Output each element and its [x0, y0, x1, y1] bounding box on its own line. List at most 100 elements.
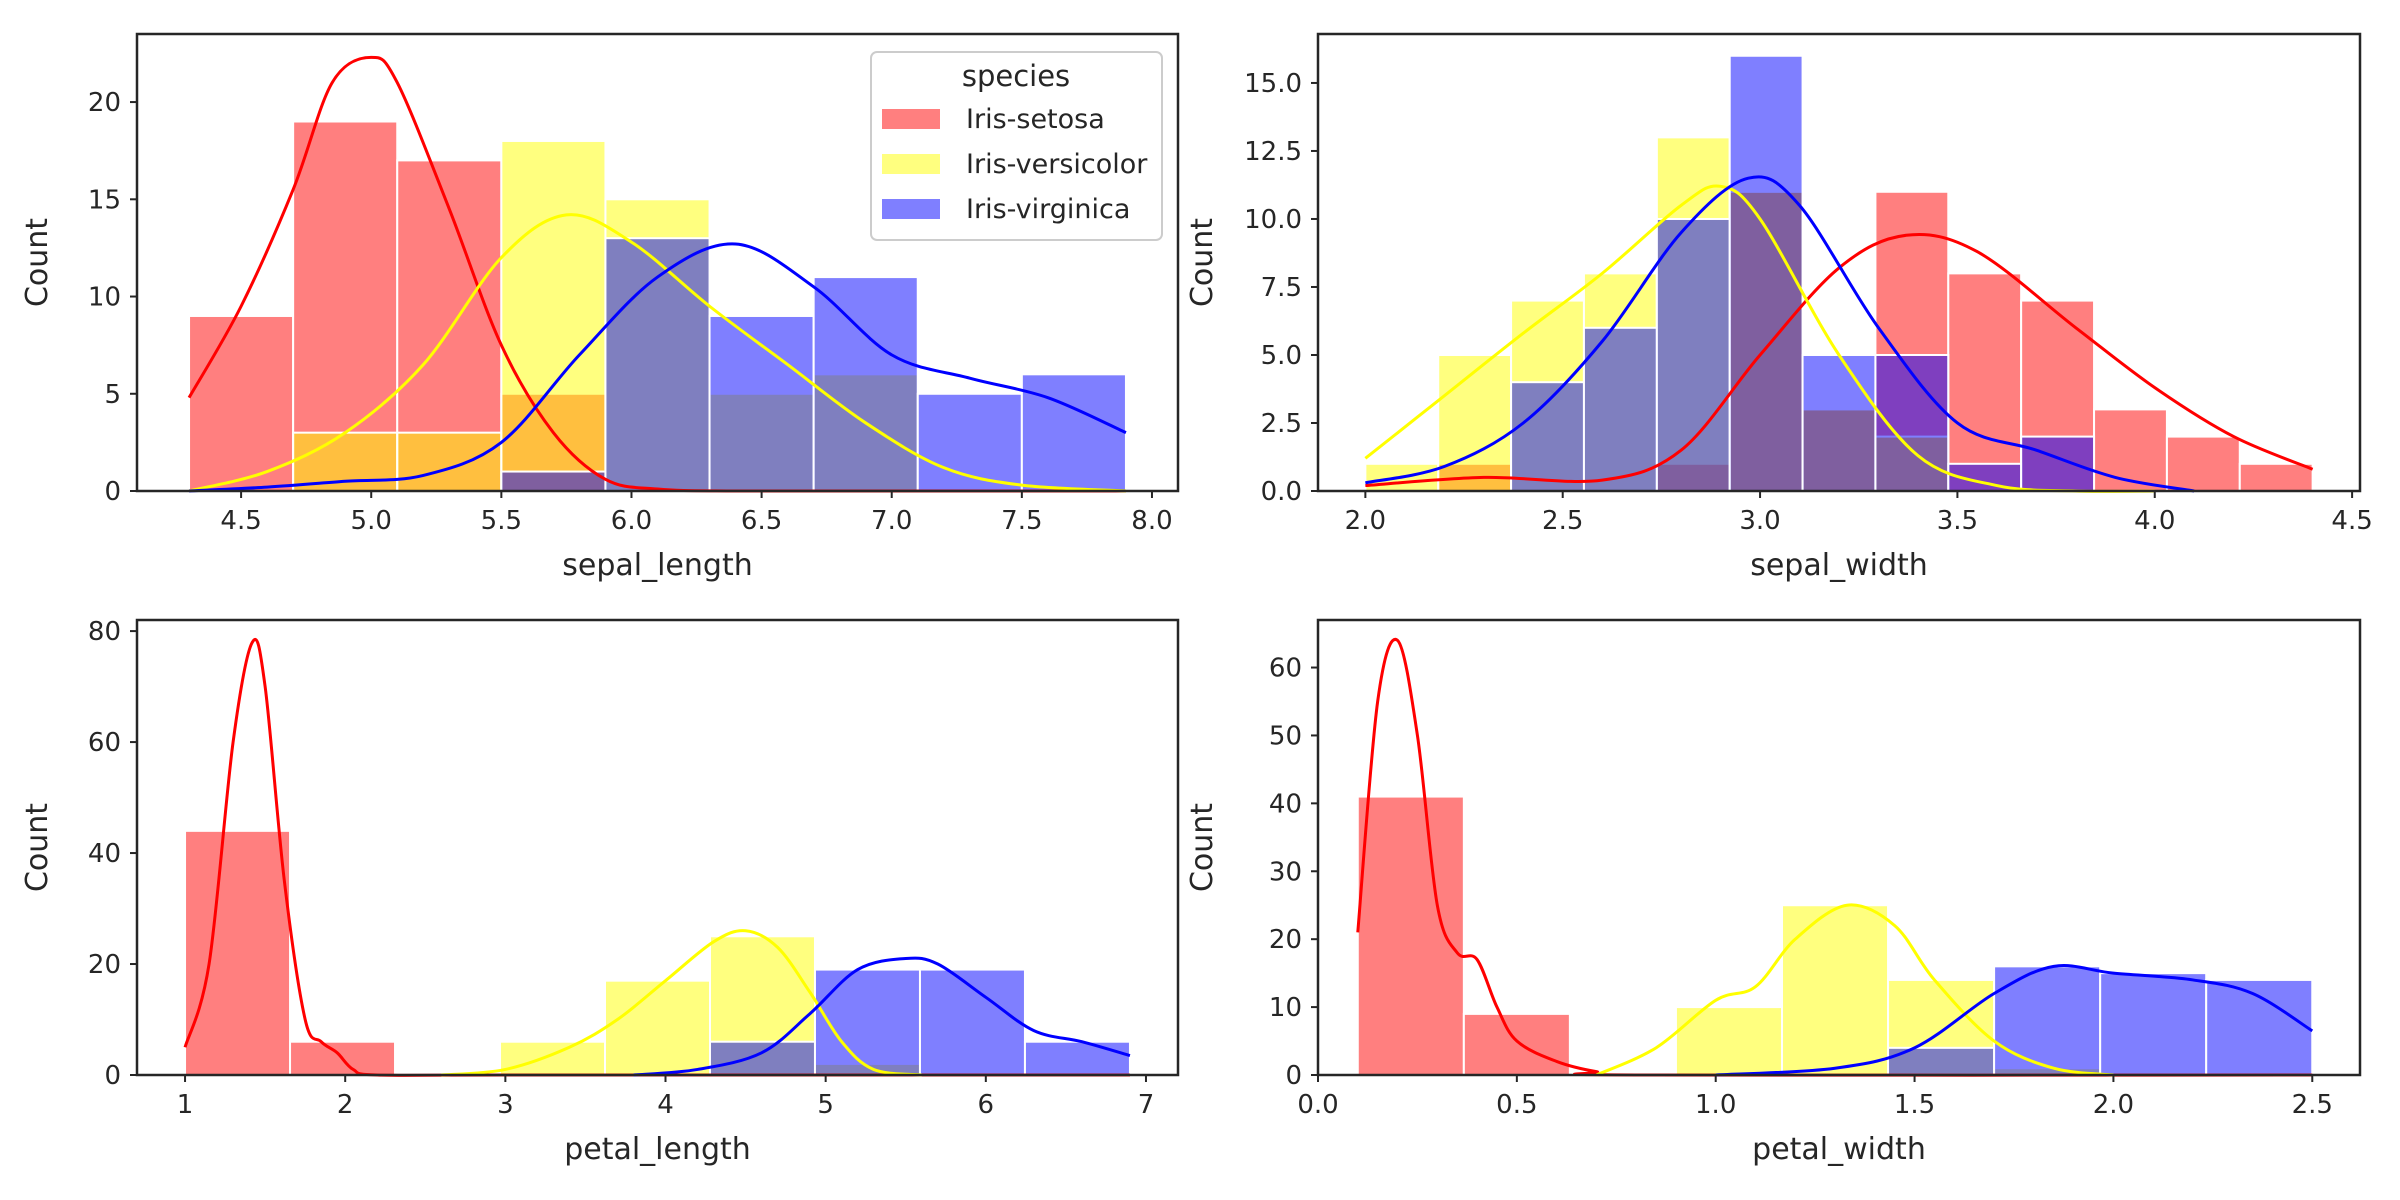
y-tick-label: 0: [1285, 1061, 1302, 1091]
y-axis-label: Count: [1185, 218, 1220, 307]
y-tick-label: 7.5: [1261, 273, 1302, 303]
x-tick-label: 4.0: [2134, 506, 2175, 536]
legend-label-versicolor: Iris-versicolor: [966, 149, 1148, 180]
x-tick-label: 3.5: [1937, 506, 1978, 536]
bar-iris-virginica-8: [1023, 1040, 1131, 1076]
y-axis-label: Count: [20, 803, 55, 892]
x-tick-label: 5: [817, 1090, 834, 1120]
x-tick-label: 6.5: [741, 506, 782, 536]
kde-line-iris-virginica: [633, 956, 1131, 1077]
y-tick-label: 0: [104, 1061, 121, 1091]
subplot-petal-width: 0.0 0.5 1.0 1.5 2.0 2.5 0 10 20 30 40 50 60 petal_wid…: [1185, 618, 2362, 1167]
y-tick-label: 20: [88, 950, 121, 980]
y-tick-label: 15: [88, 185, 121, 215]
y-tick-label: 60: [1269, 654, 1302, 684]
subplot-sepal-width: 2.0 2.5 3.0 3.5 4.0 4.5 0.0 2.5 5.0 7.5 10.0 12.5 15…: [1185, 32, 2373, 583]
y-tick-label: 60: [88, 728, 121, 758]
legend: species Iris-setosa Iris-versicolor Iris…: [870, 51, 1163, 241]
bar-iris-setosa-11: [2165, 435, 2241, 493]
bar-iris-versicolor-4: [1781, 904, 1890, 1076]
y-tick-label: 10.0: [1244, 205, 1302, 235]
y-axis-label: Count: [1185, 803, 1220, 892]
bar-iris-virginica-8: [1020, 373, 1127, 493]
y-tick-label: 5.0: [1261, 341, 1302, 371]
bar-iris-virginica-4: [1655, 217, 1731, 492]
y-tick-label: 0: [104, 477, 121, 507]
bar-iris-virginica-8: [2205, 978, 2314, 1076]
x-tick-label: 7.0: [871, 506, 912, 536]
bar-iris-virginica-6: [1801, 353, 1877, 492]
x-tick-label: 2.5: [2292, 1090, 2333, 1120]
bar-iris-setosa-8: [1947, 272, 2023, 492]
x-tick-label: 4: [657, 1090, 674, 1120]
bar-iris-versicolor-3: [499, 1040, 607, 1076]
bar-iris-virginica-5: [708, 1040, 816, 1076]
axes-frame: [1316, 618, 2362, 1077]
bar-iris-setosa-0: [184, 829, 292, 1076]
bar-iris-setosa-0: [188, 314, 295, 492]
kde-line-iris-virginica: [1715, 964, 2314, 1077]
kde-line-iris-versicolor: [1595, 903, 2114, 1077]
x-tick-label: 7.5: [1001, 506, 1042, 536]
y-tick-label: 15.0: [1244, 69, 1302, 99]
axes-frame: [1316, 32, 2362, 493]
bar-iris-virginica-6: [813, 968, 921, 1077]
x-tick-label: 8.0: [1131, 506, 1172, 536]
bar-iris-virginica-2: [1510, 381, 1585, 493]
legend-frame: [870, 51, 1163, 241]
x-tick-label: 0.5: [1496, 1090, 1537, 1120]
kde-line-iris-versicolor: [188, 213, 1127, 493]
y-tick-label: 10: [1269, 993, 1302, 1023]
y-tick-label: 20: [1269, 925, 1302, 955]
y-axis-label: Count: [20, 218, 55, 307]
kde-line-iris-setosa: [1365, 232, 2314, 488]
x-tick-label: 6.0: [611, 506, 652, 536]
x-tick-label: 5.0: [351, 506, 392, 536]
bar-iris-versicolor-3: [500, 139, 607, 492]
x-tick-label: 2.0: [1345, 506, 1386, 536]
kde-line-iris-versicolor: [441, 929, 922, 1077]
bar-iris-virginica-6: [812, 276, 919, 492]
legend-title: species: [962, 59, 1070, 93]
x-axis-label: petal_length: [564, 1132, 751, 1167]
y-tick-label: 80: [88, 617, 121, 647]
x-tick-label: 3: [497, 1090, 514, 1120]
y-tick-label: 12.5: [1244, 137, 1302, 167]
kde-line-iris-virginica: [1365, 175, 2195, 493]
bar-iris-virginica-5: [708, 314, 815, 492]
x-tick-label: 2.0: [2093, 1090, 2134, 1120]
y-tick-label: 20: [88, 88, 121, 118]
bar-iris-versicolor-1: [1437, 353, 1513, 492]
x-tick-label: 7: [1138, 1090, 1155, 1120]
bar-iris-virginica-3: [500, 470, 607, 492]
y-tick-label: 40: [1269, 789, 1302, 819]
subplot-petal-length: 1 2 3 4 5 6 7 0 20 40 60 80 petal_length Count: [20, 617, 1180, 1167]
x-tick-label: 0.0: [1297, 1090, 1338, 1120]
y-tick-label: 30: [1269, 857, 1302, 887]
y-tick-label: 40: [88, 839, 121, 869]
subplot-sepal-length: 4.5 5.0 5.5 6.0 6.5 7.0 7.5 8.0 0 5 10 15 20 sepal_le…: [20, 32, 1180, 583]
x-tick-label: 5.5: [481, 506, 522, 536]
x-tick-label: 1.0: [1695, 1090, 1736, 1120]
bar-iris-virginica-7: [918, 968, 1026, 1077]
bar-iris-setosa-12: [2238, 462, 2314, 492]
x-tick-label: 2: [337, 1090, 354, 1120]
x-tick-label: 4.5: [220, 506, 261, 536]
legend-swatch-setosa: [882, 109, 940, 129]
kde-line-iris-virginica: [188, 242, 1127, 493]
x-tick-label: 6: [978, 1090, 995, 1120]
legend-label-setosa: Iris-setosa: [966, 104, 1105, 135]
y-tick-label: 10: [88, 283, 121, 313]
legend-label-virginica: Iris-virginica: [966, 194, 1130, 225]
x-tick-label: 4.5: [2331, 506, 2372, 536]
x-axis-label: petal_width: [1752, 1132, 1926, 1167]
bar-iris-setosa-0: [1356, 795, 1465, 1076]
x-tick-label: 2.5: [1542, 506, 1583, 536]
y-tick-label: 50: [1269, 721, 1302, 751]
bar-iris-setosa-1: [292, 120, 399, 492]
bar-iris-virginica-9: [2020, 435, 2096, 493]
bar-iris-virginica-7: [2099, 972, 2208, 1077]
axes-frame: [135, 32, 1180, 493]
bar-iris-versicolor-4: [604, 979, 711, 1076]
